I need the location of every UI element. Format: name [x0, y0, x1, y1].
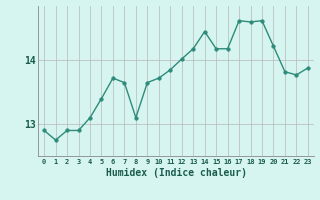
- X-axis label: Humidex (Indice chaleur): Humidex (Indice chaleur): [106, 168, 246, 178]
